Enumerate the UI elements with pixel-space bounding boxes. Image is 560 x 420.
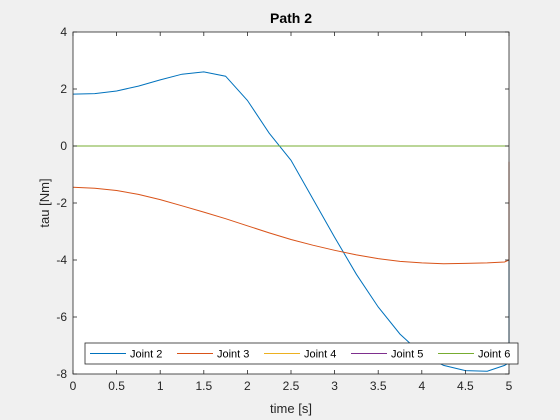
y-axis-label: tau [Nm] xyxy=(37,178,52,227)
x-tick-label: 1 xyxy=(157,379,164,393)
series-layer xyxy=(72,71,510,372)
y-tick-label: -8 xyxy=(56,367,67,381)
x-tick-label: 3 xyxy=(331,379,338,393)
x-tick-label: 2.5 xyxy=(283,379,300,393)
legend-label-5: Joint 6 xyxy=(478,349,510,361)
axes-background xyxy=(73,32,509,374)
axes-box xyxy=(72,31,510,375)
x-tick-label: 3.5 xyxy=(370,379,387,393)
x-tick-label: 5 xyxy=(506,379,513,393)
y-tick-label: 2 xyxy=(60,82,67,96)
series-line-1 xyxy=(72,71,510,372)
legend-box xyxy=(84,342,519,365)
chart-title: Path 2 xyxy=(270,10,312,26)
y-tick-label: 0 xyxy=(60,139,67,153)
x-tick-label: 4 xyxy=(418,379,425,393)
x-tick-label: 4.5 xyxy=(457,379,474,393)
y-tick-label: -4 xyxy=(56,253,67,267)
legend: Joint 2 Joint 3 Joint 4 Joint 5 Joint 6 xyxy=(84,342,519,365)
x-tick-label: 2 xyxy=(244,379,251,393)
tick-layer: 0 0.5 1 1.5 2 2.5 3 3.5 4 4.5 5 -8 -6 -4 -2 0 2 4 xyxy=(56,25,512,393)
legend-label-4: Joint 5 xyxy=(391,349,423,361)
legend-label-1: Joint 2 xyxy=(130,349,162,361)
y-tick-label: -2 xyxy=(56,196,67,210)
series-line-2 xyxy=(72,161,510,265)
x-tick-label: 0.5 xyxy=(108,379,125,393)
x-axis-label: time [s] xyxy=(270,401,312,416)
legend-label-2: Joint 3 xyxy=(217,349,249,361)
x-tick-label: 1.5 xyxy=(195,379,212,393)
y-tick-label: -6 xyxy=(56,310,67,324)
y-tick-label: 4 xyxy=(60,25,67,39)
legend-label-3: Joint 4 xyxy=(304,349,336,361)
x-tick-label: 0 xyxy=(70,379,77,393)
